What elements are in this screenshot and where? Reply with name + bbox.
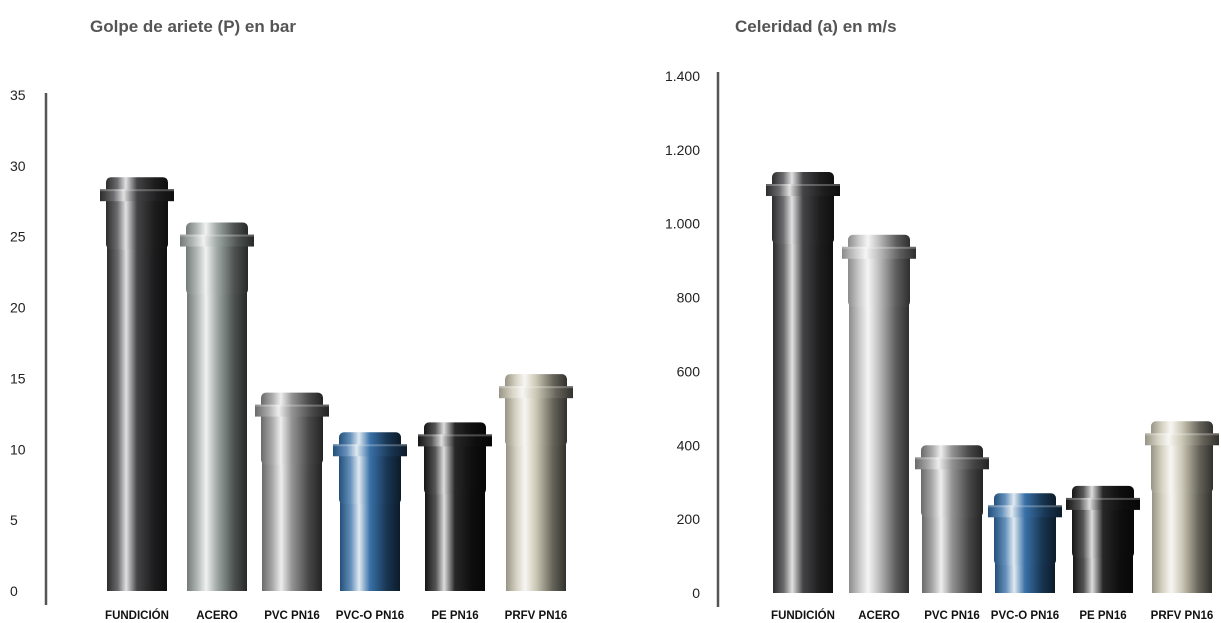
bar-pe-pn16 (418, 422, 492, 591)
water-hammer-plot: 0 5 10 15 20 25 30 35 FUNDICIÓN ACERO PVC PN16 PVC-… (10, 87, 573, 622)
y-tick-label: 1.000 (665, 216, 700, 232)
category-label: PRFV PN16 (1151, 610, 1214, 622)
category-label: PVC PN16 (924, 610, 980, 622)
water-hammer-chart: Golpe de ariete (P) en bar 0 5 10 15 20 25 30 3… (0, 0, 600, 623)
y-tick-label: 1.400 (665, 68, 700, 84)
y-tick-label: 600 (677, 363, 701, 379)
category-label: FUNDICIÓN (771, 609, 835, 622)
category-label: ACERO (858, 610, 900, 622)
y-tick-label: 15 (10, 370, 26, 386)
category-label: PE PN16 (1079, 610, 1126, 622)
chart-title: Celeridad (a) en m/s (735, 17, 897, 36)
y-tick-label: 5 (10, 512, 18, 528)
y-tick-label: 0 (10, 583, 18, 599)
bar-pvc-o-pn16 (988, 493, 1062, 593)
bar-pvc-pn16 (255, 392, 329, 591)
category-label: FUNDICIÓN (105, 609, 169, 622)
bar-prfv-pn16 (1145, 421, 1219, 593)
y-tick-label: 10 (10, 441, 26, 457)
category-label: PVC-O PN16 (336, 610, 404, 622)
y-tick-label: 400 (677, 437, 701, 453)
category-label: PE PN16 (431, 610, 478, 622)
category-label: PVC PN16 (264, 610, 320, 622)
y-tick-label: 20 (10, 300, 26, 316)
bar-prfv-pn16 (499, 374, 573, 591)
y-tick-label: 800 (677, 290, 701, 306)
bar-acero (180, 222, 254, 592)
category-label: PVC-O PN16 (991, 610, 1059, 622)
bar-fundici-n (100, 177, 174, 592)
bar-pe-pn16 (1066, 485, 1140, 593)
y-tick-label: 35 (10, 87, 26, 103)
celerity-plot: 0 200 400 600 800 1.000 1.200 1.400 FUNDICIÓN ACE… (665, 68, 1219, 622)
bar-fundici-n (766, 172, 840, 593)
y-tick-label: 0 (692, 585, 700, 601)
y-tick-label: 25 (10, 229, 26, 245)
bar-pvc-pn16 (915, 445, 989, 593)
chart-title: Golpe de ariete (P) en bar (90, 17, 296, 36)
bar-acero (842, 234, 916, 593)
category-label: ACERO (196, 610, 238, 622)
celerity-chart: Celeridad (a) en m/s 0 200 400 600 800 1.000 1… (600, 0, 1221, 623)
y-tick-label: 200 (677, 511, 701, 527)
y-tick-label: 30 (10, 158, 26, 174)
category-label: PRFV PN16 (505, 610, 568, 622)
bar-pvc-o-pn16 (333, 432, 407, 591)
y-tick-label: 1.200 (665, 142, 700, 158)
